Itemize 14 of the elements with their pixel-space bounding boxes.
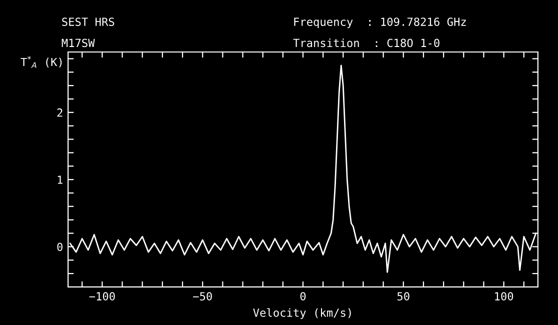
text: Transition : C18O 1-0 [293, 38, 440, 48]
x-tick-label: 100 [495, 292, 514, 300]
text: Frequency : 109.78216 GHz [294, 18, 466, 28]
y-tick-label: 1 [58, 176, 62, 184]
x-tick-label: 50 [397, 292, 410, 300]
text: T$^{*}$$_{A}$ (K) [20, 56, 62, 68]
x-tick-label: 0 [300, 292, 306, 300]
text: M17SW [62, 38, 95, 48]
y-tick-label: 0 [57, 242, 62, 252]
x-tick-label: −50 [193, 292, 212, 300]
x-tick-label: −100 [89, 292, 115, 300]
y-tick-label: 2 [57, 108, 62, 117]
x-axis-title: Velocity (km/s) [253, 308, 351, 320]
text: SEST HRS [62, 18, 114, 26]
